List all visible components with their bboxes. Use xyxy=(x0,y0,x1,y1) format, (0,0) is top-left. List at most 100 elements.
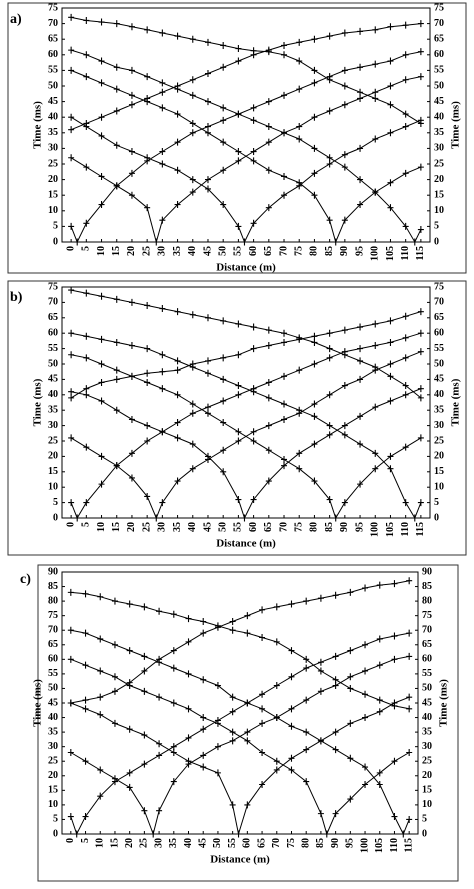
x-tick-label: 110 xyxy=(400,522,411,536)
x-tick-label: 35 xyxy=(172,522,183,532)
y2-tick-label: 25 xyxy=(434,435,444,446)
point-marker xyxy=(229,693,236,701)
point-marker xyxy=(126,682,133,690)
panel-label: c) xyxy=(20,572,31,587)
x-tick-label: 10 xyxy=(96,522,107,532)
point-marker xyxy=(83,219,90,227)
point-marker xyxy=(159,160,166,168)
point-marker xyxy=(204,38,211,46)
point-marker xyxy=(288,766,295,774)
point-marker xyxy=(68,113,75,121)
point-marker xyxy=(200,751,207,759)
point-marker xyxy=(200,629,207,637)
point-marker xyxy=(189,363,196,371)
point-marker xyxy=(97,635,104,643)
point-marker xyxy=(67,699,74,707)
point-marker xyxy=(250,496,257,504)
y-tick-label: 25 xyxy=(48,756,58,767)
point-marker xyxy=(174,138,181,146)
point-marker xyxy=(156,751,163,759)
point-marker xyxy=(402,51,409,59)
y2-tick-label: 30 xyxy=(434,143,444,154)
point-marker xyxy=(372,94,379,102)
y2-tick-label: 0 xyxy=(434,236,439,247)
point-marker xyxy=(214,719,221,727)
y-axis-label: Time (ms) xyxy=(32,101,44,149)
point-marker xyxy=(200,714,207,722)
point-marker xyxy=(265,326,272,334)
x-tick-label: 0 xyxy=(65,522,76,527)
y-tick-label: 70 xyxy=(48,625,58,636)
point-marker xyxy=(98,480,105,488)
point-marker xyxy=(141,603,148,611)
point-marker xyxy=(204,403,211,411)
y2-tick-label: 25 xyxy=(422,756,432,767)
point-marker xyxy=(417,163,424,171)
y-tick-label: 15 xyxy=(48,189,58,200)
point-marker xyxy=(296,38,303,46)
point-marker xyxy=(244,728,251,736)
y-tick-label: 35 xyxy=(48,726,58,737)
y2-tick-label: 75 xyxy=(434,281,444,292)
point-marker xyxy=(265,98,272,106)
point-marker xyxy=(311,169,318,177)
point-marker xyxy=(273,714,280,722)
point-marker xyxy=(406,629,413,637)
x-tick-label: 5 xyxy=(80,838,91,843)
point-marker xyxy=(98,79,105,87)
point-marker xyxy=(235,222,242,230)
point-marker xyxy=(68,46,75,54)
panel-label: b) xyxy=(10,290,23,305)
point-marker xyxy=(357,412,364,420)
x-tick-label: 45 xyxy=(202,246,213,256)
point-marker xyxy=(332,810,339,818)
y2-tick-label: 30 xyxy=(422,741,432,752)
point-marker xyxy=(417,48,424,56)
point-marker xyxy=(341,499,348,507)
point-marker xyxy=(332,591,339,599)
x-tick-label: 105 xyxy=(385,522,396,537)
point-marker xyxy=(82,661,89,669)
point-marker xyxy=(296,465,303,473)
point-marker xyxy=(220,201,227,209)
x-axis-label: Distance (m) xyxy=(210,854,270,866)
point-marker xyxy=(387,452,394,460)
point-marker xyxy=(174,201,181,209)
point-marker xyxy=(235,428,242,436)
y-tick-label: 40 xyxy=(48,111,58,122)
point-marker xyxy=(259,705,266,713)
point-marker xyxy=(98,335,105,343)
point-marker xyxy=(204,409,211,417)
point-marker xyxy=(144,369,151,377)
point-marker xyxy=(411,514,418,522)
point-marker xyxy=(326,160,333,168)
point-marker xyxy=(82,590,89,598)
point-marker xyxy=(144,301,151,309)
y-tick-label: 40 xyxy=(48,389,58,400)
point-marker xyxy=(83,289,90,297)
point-marker xyxy=(326,354,333,362)
y-tick-label: 25 xyxy=(48,158,58,169)
y-tick-label: 70 xyxy=(48,297,58,308)
x-tick-label: 100 xyxy=(370,246,381,261)
point-marker xyxy=(326,345,333,353)
point-marker xyxy=(406,693,413,701)
y2-tick-label: 35 xyxy=(422,726,432,737)
point-marker xyxy=(220,354,227,362)
point-marker xyxy=(144,422,151,430)
point-marker xyxy=(303,778,310,786)
point-marker xyxy=(357,345,364,353)
point-marker xyxy=(68,126,75,134)
point-marker xyxy=(402,354,409,362)
point-marker xyxy=(113,20,120,28)
y-tick-label: 50 xyxy=(48,80,58,91)
point-marker xyxy=(402,123,409,131)
point-marker xyxy=(204,98,211,106)
y-tick-label: 15 xyxy=(48,466,58,477)
point-marker xyxy=(126,600,133,608)
point-marker xyxy=(156,740,163,748)
point-marker xyxy=(229,626,236,634)
point-marker xyxy=(250,116,257,124)
point-marker xyxy=(250,148,257,156)
